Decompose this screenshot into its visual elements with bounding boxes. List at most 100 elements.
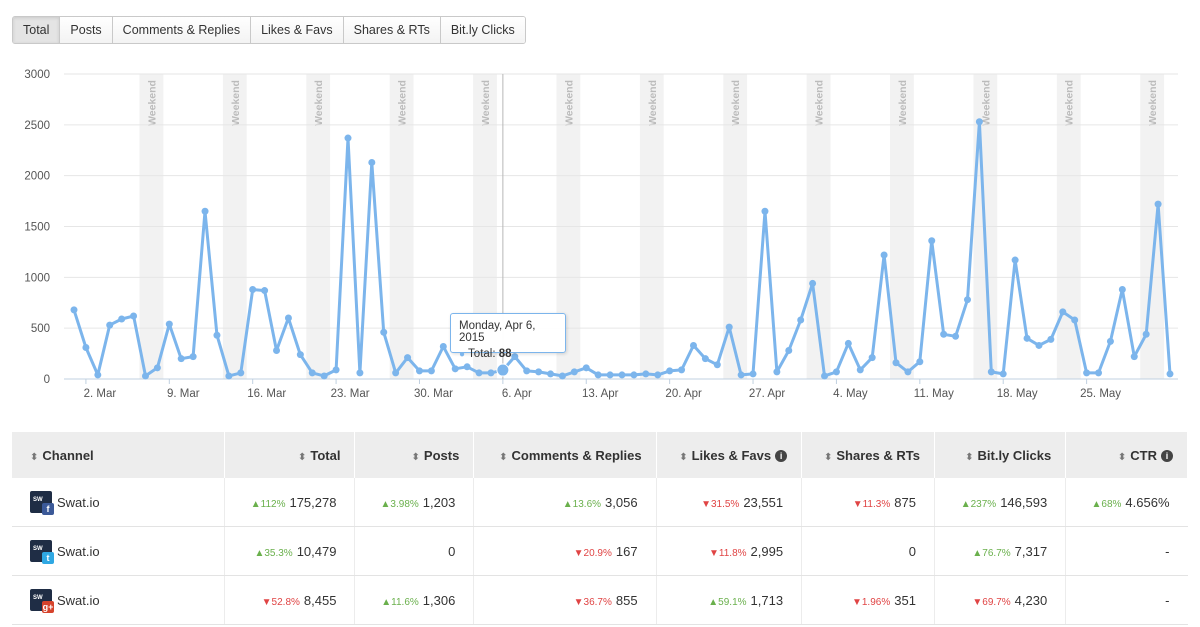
channel-cell[interactable]: SW t Swat.io bbox=[12, 526, 225, 576]
tab-bitly-clicks[interactable]: Bit.ly Clicks bbox=[440, 17, 525, 43]
data-point bbox=[809, 279, 817, 287]
tab-total[interactable]: Total bbox=[13, 17, 61, 43]
metric-cell: - bbox=[1065, 575, 1188, 625]
data-point bbox=[535, 368, 543, 376]
change-indicator: ▼1.96% bbox=[851, 596, 891, 608]
metric-value: 0 bbox=[908, 543, 916, 559]
data-point bbox=[1106, 337, 1114, 345]
data-point bbox=[451, 365, 459, 373]
data-point bbox=[868, 354, 876, 362]
sort-icon: ⬍ bbox=[823, 451, 833, 463]
data-point bbox=[82, 343, 90, 351]
data-point bbox=[273, 347, 281, 355]
x-tick-label: 20. Apr bbox=[665, 388, 702, 400]
data-point bbox=[475, 369, 483, 377]
weekend-label: Weekend bbox=[897, 80, 909, 126]
metric-tabs: Total Posts Comments & Replies Likes & F… bbox=[12, 16, 526, 44]
data-point bbox=[130, 312, 138, 320]
data-point bbox=[1059, 308, 1067, 316]
weekend-label: Weekend bbox=[1147, 80, 1159, 126]
data-point bbox=[963, 296, 971, 304]
data-point bbox=[642, 370, 650, 378]
info-icon[interactable]: i bbox=[775, 450, 788, 463]
metric-value: 23,551 bbox=[743, 494, 784, 510]
data-point bbox=[1023, 334, 1031, 342]
metric-value: 875 bbox=[894, 494, 916, 510]
change-indicator: ▼11.8% bbox=[709, 547, 747, 559]
col-channel[interactable]: ⬍ Channel bbox=[12, 432, 225, 478]
tab-posts[interactable]: Posts bbox=[60, 17, 113, 43]
change-indicator: ▼31.5% bbox=[701, 498, 740, 510]
col-comments-replies[interactable]: ⬍ Comments & Replies bbox=[473, 432, 657, 478]
x-tick-label: 11. May bbox=[914, 388, 954, 400]
data-point bbox=[284, 314, 292, 322]
channel-cell[interactable]: SW f Swat.io bbox=[12, 478, 225, 527]
y-tick-label: 3000 bbox=[24, 69, 50, 81]
x-tick-label: 13. Apr bbox=[582, 388, 619, 400]
data-point bbox=[821, 372, 829, 380]
data-point bbox=[952, 332, 960, 340]
data-point bbox=[141, 372, 149, 380]
metric-cell: ▲76.7% 7,317 bbox=[934, 526, 1067, 576]
y-tick-label: 1500 bbox=[24, 222, 50, 234]
data-point bbox=[1047, 335, 1055, 343]
channel-cell[interactable]: SW g+ Swat.io bbox=[12, 575, 225, 625]
x-tick-label: 25. May bbox=[1080, 388, 1121, 400]
data-point bbox=[1083, 369, 1091, 377]
metric-cell: - bbox=[1065, 526, 1188, 576]
weekend-label: Weekend bbox=[814, 80, 826, 126]
x-tick-label: 18. May bbox=[997, 388, 1038, 400]
data-point bbox=[904, 368, 912, 376]
metric-value: 8,455 bbox=[303, 592, 337, 608]
col-posts[interactable]: ⬍ Posts bbox=[354, 432, 475, 478]
data-point bbox=[547, 370, 555, 378]
data-point bbox=[380, 328, 388, 336]
metric-cell: ▲112% 175,278 bbox=[224, 478, 356, 527]
line-chart[interactable]: Weekend Weekend Weekend Weekend Weekend Weeke… bbox=[0, 60, 1200, 410]
data-point bbox=[749, 370, 757, 378]
y-tick-label: 2000 bbox=[24, 171, 50, 183]
metric-value: 175,278 bbox=[289, 494, 337, 510]
info-icon[interactable]: i bbox=[1161, 450, 1173, 463]
channel-name: Swat.io bbox=[57, 543, 100, 559]
data-point bbox=[177, 355, 185, 363]
sort-icon: ⬍ bbox=[411, 451, 420, 463]
col-ctr[interactable]: ⬍ CTR i bbox=[1065, 432, 1188, 478]
data-point bbox=[654, 371, 662, 379]
col-likes-favs[interactable]: ⬍ Likes & Favs i bbox=[656, 432, 803, 478]
data-point bbox=[70, 306, 78, 314]
y-tick-label: 500 bbox=[31, 323, 50, 335]
data-point bbox=[1011, 256, 1019, 264]
data-point bbox=[773, 368, 781, 376]
data-point bbox=[165, 320, 173, 328]
metric-cell: ▼11.8% 2,995 bbox=[656, 526, 803, 576]
metric-value: 855 bbox=[615, 592, 638, 608]
googleplus-channel-icon: SW g+ bbox=[30, 589, 54, 613]
data-point bbox=[225, 372, 233, 380]
data-point bbox=[344, 134, 352, 142]
twitter-channel-icon: SW t bbox=[30, 540, 54, 564]
data-point bbox=[880, 251, 888, 259]
col-bitly-clicks[interactable]: ⬍ Bit.ly Clicks bbox=[934, 432, 1067, 478]
change-indicator: ▲35.3% bbox=[254, 547, 293, 559]
data-point bbox=[761, 207, 769, 215]
sort-icon: ⬍ bbox=[297, 451, 307, 463]
col-shares-rts[interactable]: ⬍ Shares & RTs bbox=[801, 432, 935, 478]
metric-value: 10,479 bbox=[296, 543, 337, 559]
data-point bbox=[630, 371, 638, 379]
tab-likes-favs[interactable]: Likes & Favs bbox=[251, 17, 344, 43]
table-row: SW f Swat.io ▲112% 175,278 ▲3.98% 1,203 ▲13.6% 3… bbox=[12, 478, 1188, 527]
sort-icon: ⬍ bbox=[679, 451, 688, 463]
weekend-label: Weekend bbox=[980, 80, 992, 126]
tooltip-value: 88 bbox=[498, 348, 512, 360]
tab-shares-rts[interactable]: Shares & RTs bbox=[343, 17, 441, 43]
change-indicator: ▼20.9% bbox=[573, 547, 612, 559]
metric-cell: ▲11.6% 1,306 bbox=[354, 575, 475, 625]
data-point bbox=[237, 369, 245, 377]
tab-comments-replies[interactable]: Comments & Replies bbox=[112, 17, 252, 43]
change-indicator: ▼69.7% bbox=[972, 596, 1011, 608]
col-total[interactable]: ⬍ Total bbox=[224, 432, 356, 478]
data-point bbox=[189, 353, 197, 361]
metric-value: 4,230 bbox=[1014, 592, 1048, 608]
metric-cell: ▼69.7% 4,230 bbox=[934, 575, 1067, 625]
